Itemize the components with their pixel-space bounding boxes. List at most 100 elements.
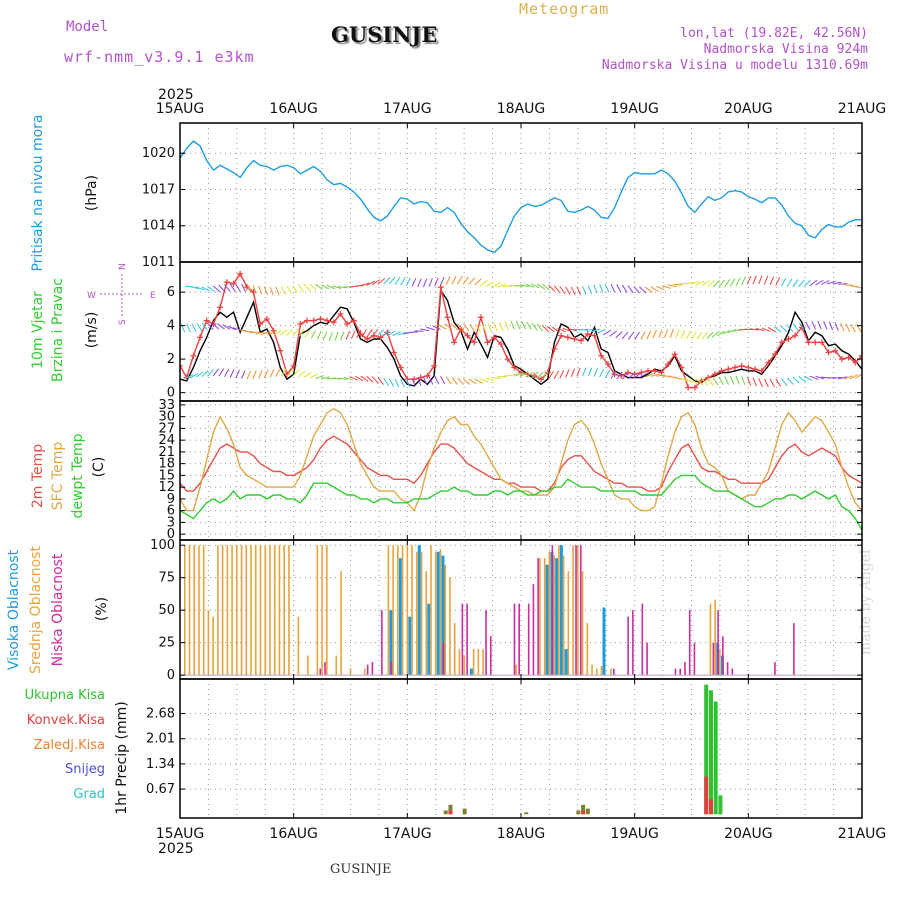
gust-marker — [645, 367, 652, 374]
wind-direction-arrow — [515, 320, 521, 330]
gust-marker — [451, 339, 458, 346]
panel-plot-temperature — [180, 401, 862, 540]
gust-marker — [604, 361, 611, 368]
cloud-bar — [513, 603, 516, 676]
wind-direction-arrow — [222, 324, 231, 330]
wind-direction-arrow — [298, 284, 305, 293]
series-line-brzina — [180, 288, 862, 387]
gust-marker — [223, 279, 230, 286]
wind-direction-arrow — [451, 376, 458, 385]
wind-direction-arrow — [798, 376, 807, 383]
cloud-bar — [188, 545, 191, 676]
wind-direction-arrow — [184, 374, 194, 380]
wind-direction-arrow — [775, 378, 782, 387]
wind-direction-arrow — [741, 376, 746, 386]
y-tick-label: 0 — [167, 386, 175, 401]
wind-direction-arrow — [218, 284, 226, 293]
cloud-bar — [543, 558, 546, 676]
wind-direction-arrow — [343, 376, 353, 381]
wind-direction-arrow — [526, 321, 532, 330]
wind-direction-arrow — [823, 320, 828, 330]
wind-direction-arrow — [261, 331, 271, 336]
wind-direction-arrow — [656, 374, 666, 377]
wind-direction-arrow — [440, 276, 445, 286]
cloud-bar — [221, 545, 224, 676]
cloud-bar — [591, 664, 593, 676]
cloud-bar — [627, 616, 629, 676]
wind-direction-arrow — [786, 377, 794, 385]
wind-direction-arrow — [241, 283, 247, 293]
wind-direction-arrow — [444, 323, 453, 330]
wind-direction-arrow — [485, 377, 495, 381]
axis-label: SFC Temp — [50, 442, 66, 511]
gust-marker — [310, 317, 317, 324]
wind-direction-arrow — [462, 378, 471, 385]
cloud-bar — [449, 577, 451, 676]
cloud-bar — [551, 545, 554, 676]
axis-label: Visoka Oblacnost — [6, 549, 22, 670]
wind-direction-arrow — [582, 367, 587, 377]
cloud-bar — [434, 551, 437, 676]
wind-direction-arrow — [711, 331, 720, 338]
wind-direction-arrow — [354, 375, 364, 382]
cloud-bar — [572, 545, 574, 676]
gust-marker — [317, 315, 324, 322]
wind-direction-arrow — [781, 378, 788, 386]
gust-marker — [658, 369, 665, 376]
wind-direction-arrow — [696, 280, 705, 286]
wind-direction-arrow — [610, 370, 617, 379]
wind-direction-arrow — [332, 285, 342, 289]
wind-direction-arrow — [786, 324, 794, 332]
wind-direction-arrow — [805, 321, 811, 330]
wind-direction-arrow — [701, 378, 709, 386]
wind-direction-arrow — [397, 331, 407, 336]
cloud-bar — [297, 616, 300, 676]
wind-direction-arrow — [828, 321, 834, 331]
wind-direction-arrow — [280, 286, 286, 295]
wind-direction-arrow — [661, 285, 671, 289]
wind-direction-arrow — [315, 283, 323, 290]
cloud-bar — [366, 664, 369, 676]
y-tick-label: 21 — [158, 445, 175, 460]
wind-direction-arrow — [392, 331, 401, 337]
wind-direction-arrow — [504, 321, 510, 331]
gust-marker — [832, 347, 839, 354]
precip-legend-label: Konvek.Kisa — [27, 713, 105, 728]
wind-direction-arrow — [673, 283, 683, 286]
wind-direction-arrow — [834, 322, 839, 331]
wind-direction-arrow — [821, 280, 830, 285]
wind-direction-arrow — [646, 330, 652, 340]
cloud-bar — [679, 668, 682, 676]
wind-direction-arrow — [761, 327, 771, 332]
wind-direction-arrow — [462, 276, 469, 285]
wind-direction-arrow — [664, 329, 669, 338]
cloud-bar — [198, 545, 200, 676]
wind-direction-arrow — [212, 285, 221, 293]
wind-direction-arrow — [252, 370, 257, 380]
panel-plot-wind — [180, 262, 862, 401]
wind-direction-arrow — [621, 372, 629, 380]
wind-direction-arrow — [474, 378, 483, 384]
cloud-bar — [567, 571, 570, 676]
wind-direction-arrow — [267, 330, 276, 336]
cloud-bar — [579, 545, 582, 676]
wind-direction-arrow — [570, 286, 576, 296]
wind-direction-arrow — [195, 286, 205, 291]
wind-direction-arrow — [411, 278, 417, 287]
wind-direction-arrow — [604, 369, 611, 379]
wind-direction-arrow — [479, 279, 488, 287]
wind-direction-arrow — [652, 329, 657, 339]
precip-legend-label: Zaledj.Kisa — [34, 738, 105, 753]
wind-direction-arrow — [338, 286, 348, 289]
cloud-bar — [269, 545, 271, 676]
wind-direction-arrow — [706, 331, 714, 339]
cloud-bar — [774, 662, 776, 676]
wind-direction-arrow — [445, 376, 452, 385]
y-tick-label: 2 — [167, 352, 175, 367]
wind-direction-arrow — [269, 369, 275, 378]
cloud-bar — [577, 545, 579, 676]
wind-direction-arrow — [669, 329, 674, 338]
wind-direction-arrow — [457, 276, 463, 285]
precip-bar — [585, 808, 590, 815]
wind-direction-arrow — [469, 323, 476, 332]
